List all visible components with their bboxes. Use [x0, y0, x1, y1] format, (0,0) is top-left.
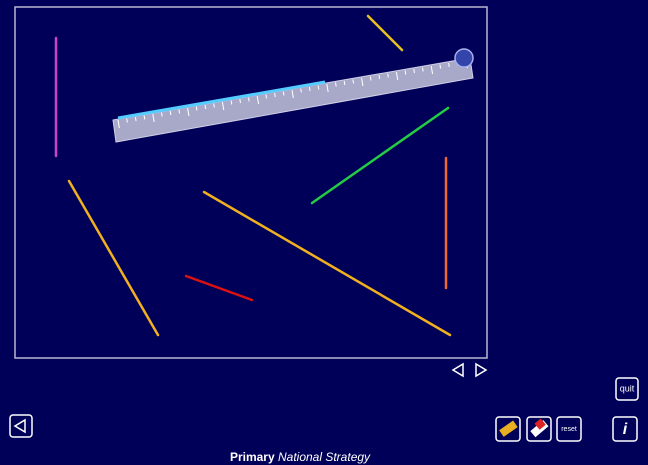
- quit-button[interactable]: quit: [616, 378, 638, 400]
- ruler-tick: [144, 116, 145, 120]
- ruler-tick: [170, 111, 171, 115]
- page: {"buttons": {"quit": "quit", "reset": "r…: [0, 0, 648, 465]
- ruler-tick: [440, 65, 441, 69]
- ruler-tick: [344, 81, 345, 85]
- ruler-tick: [266, 95, 267, 99]
- button-label: i: [623, 421, 628, 438]
- ruler-tick: [240, 99, 241, 103]
- ruler-tick: [353, 80, 354, 84]
- button-label: reset: [561, 426, 577, 433]
- ruler-tick: [449, 63, 450, 67]
- ruler-tick: [179, 110, 180, 114]
- ruler-tick: [214, 104, 215, 108]
- ruler-tick: [336, 83, 337, 87]
- info-button[interactable]: i: [613, 417, 637, 441]
- ruler-tick: [423, 68, 424, 72]
- button-frame: [10, 415, 32, 437]
- ruler-tick: [379, 75, 380, 79]
- eraser-button[interactable]: [527, 417, 551, 441]
- ruler-tick: [196, 107, 197, 111]
- background: [0, 0, 648, 465]
- ruler-tick: [318, 86, 319, 90]
- footer-primary: Primary: [230, 450, 275, 464]
- ruler-tick: [283, 92, 284, 96]
- footer-strategy: National Strategy: [278, 450, 371, 464]
- ruler-tick: [309, 87, 310, 91]
- ruler-tick: [135, 117, 136, 121]
- ruler-tick: [231, 101, 232, 105]
- ruler-tick: [205, 105, 206, 109]
- ruler-tick: [127, 119, 128, 123]
- button-label: quit: [620, 383, 635, 393]
- footer: Primary National Strategy: [230, 450, 371, 464]
- ruler-tick: [414, 69, 415, 73]
- pencil-button[interactable]: [496, 417, 520, 441]
- reset-button[interactable]: reset: [557, 417, 581, 441]
- ruler-tick: [249, 98, 250, 102]
- rotate-handle[interactable]: [455, 49, 473, 67]
- back-button[interactable]: [10, 415, 32, 437]
- ruler-tick: [405, 71, 406, 75]
- ruler-tick: [388, 74, 389, 78]
- ruler-tick: [162, 113, 163, 117]
- app: quit reset i Primary National Strategy: [0, 0, 648, 465]
- ruler-tick: [301, 89, 302, 93]
- ruler-tick: [370, 77, 371, 81]
- ruler-tick: [275, 93, 276, 97]
